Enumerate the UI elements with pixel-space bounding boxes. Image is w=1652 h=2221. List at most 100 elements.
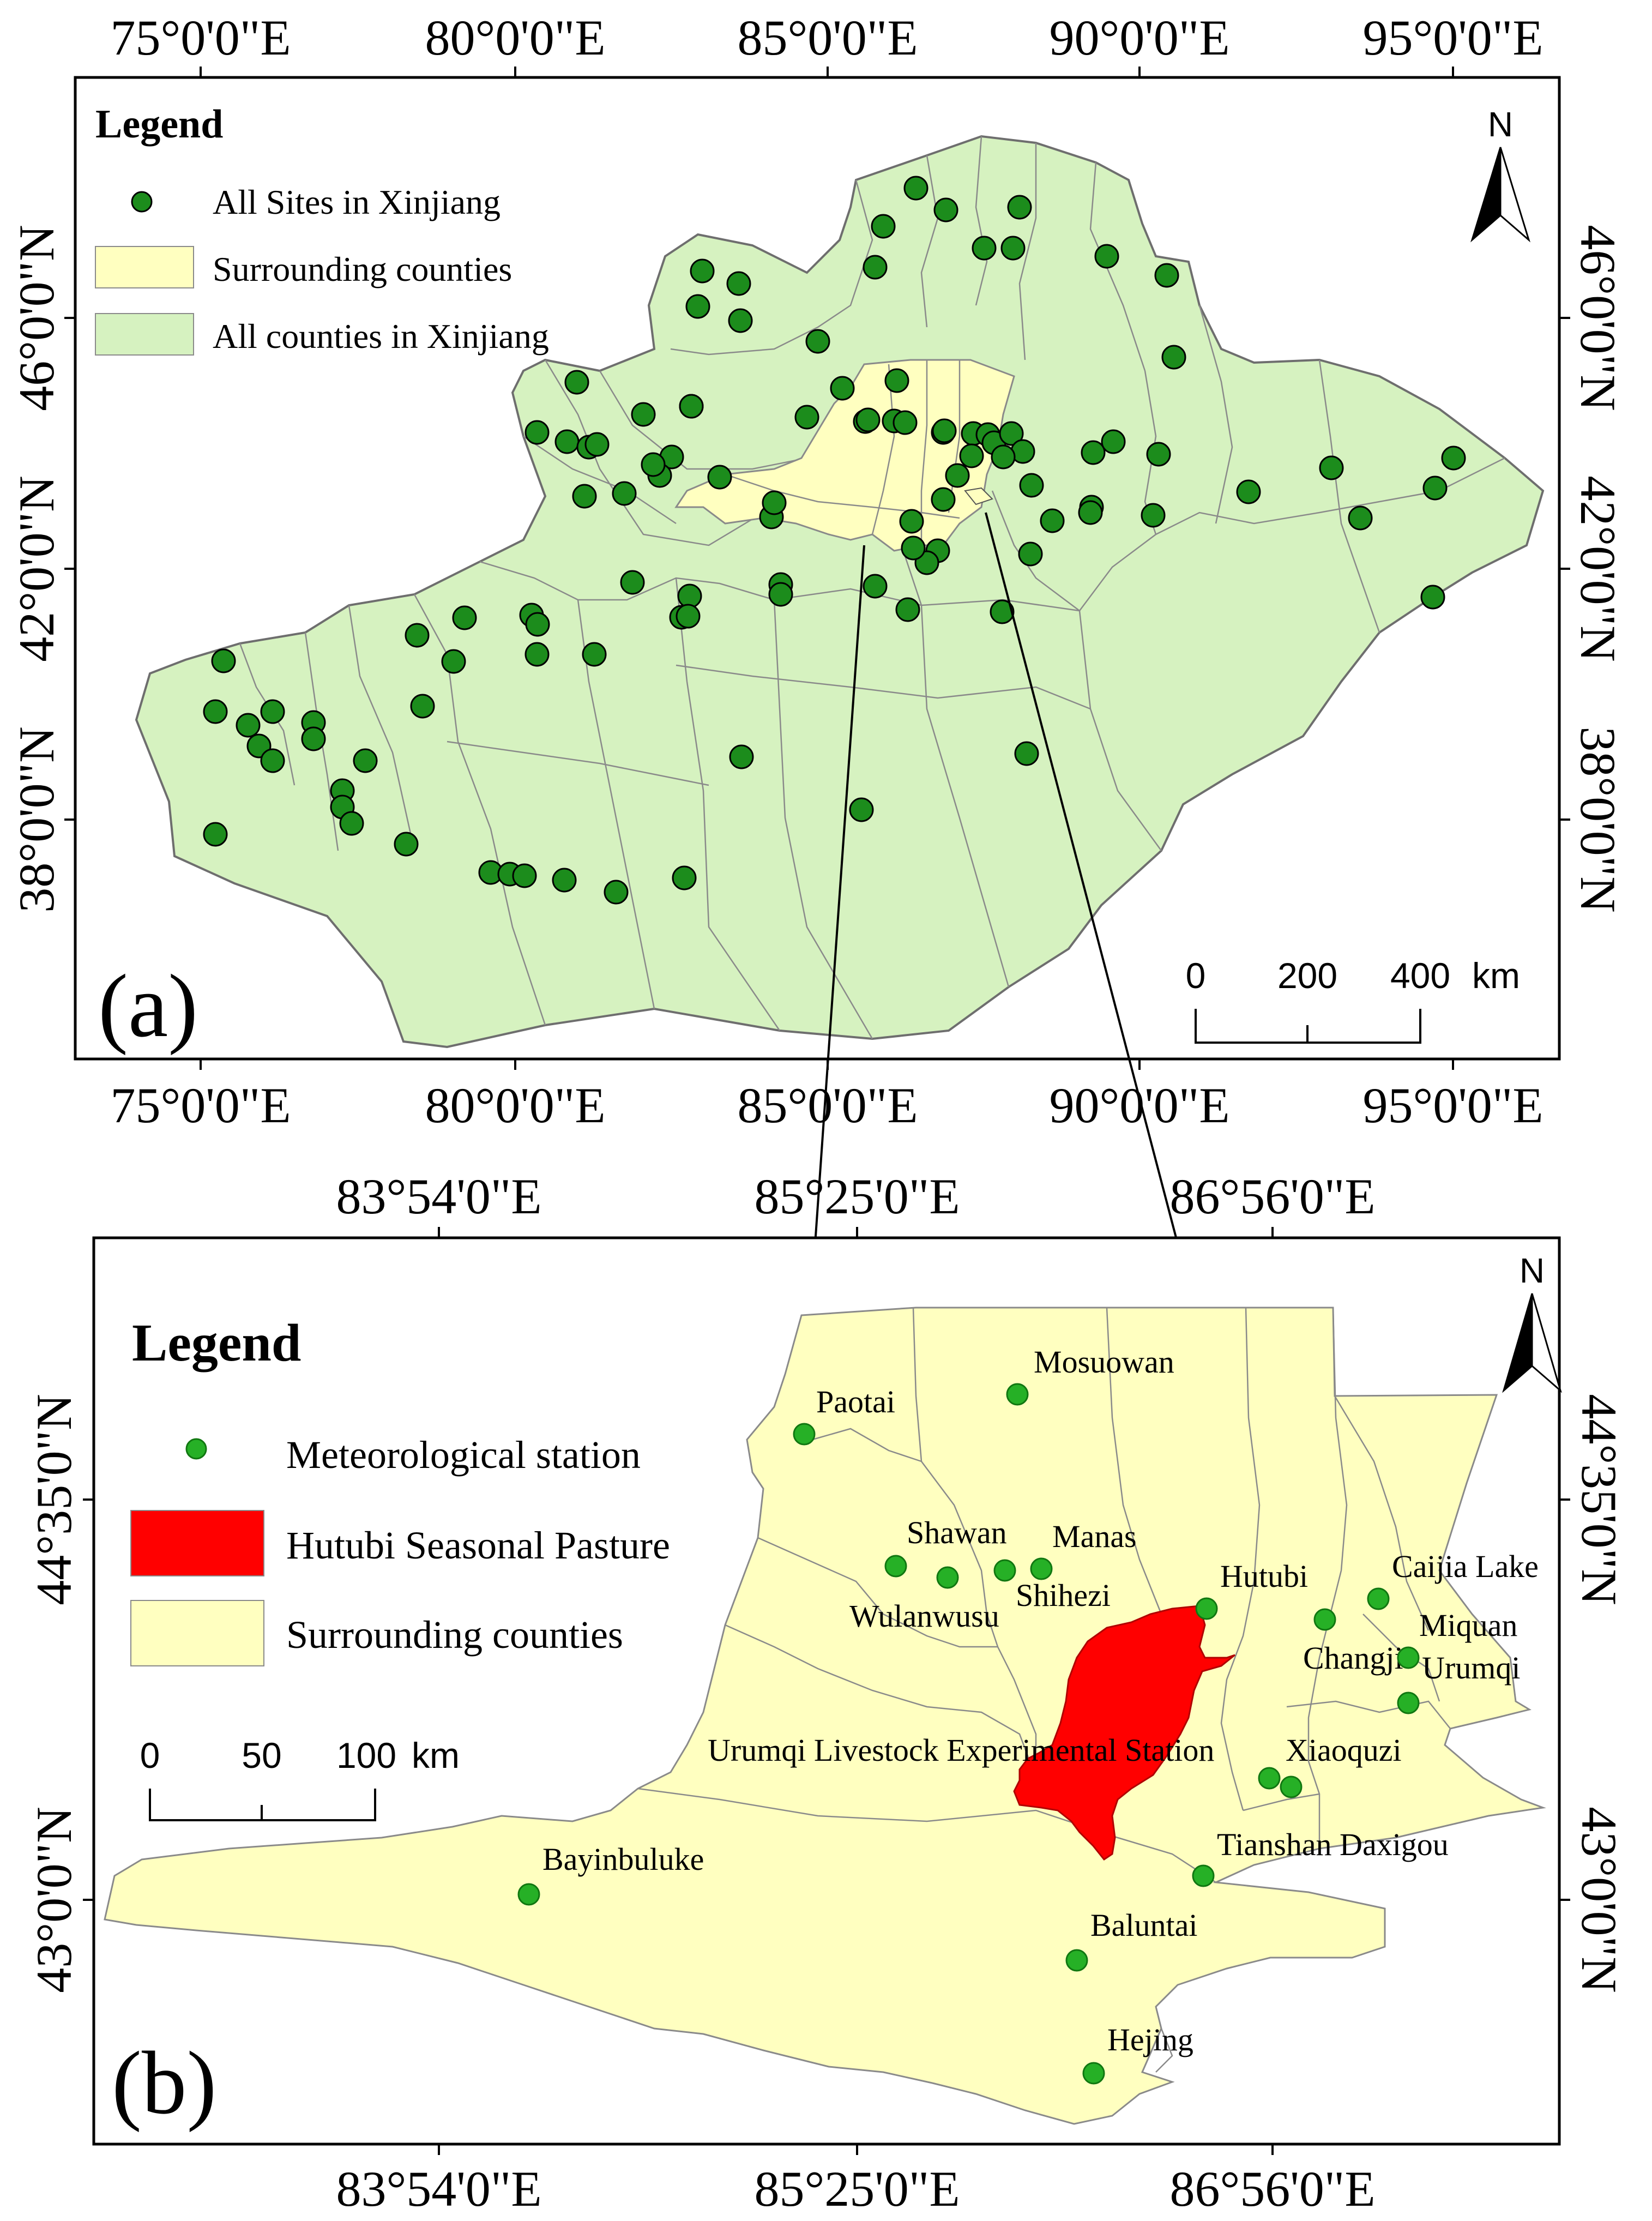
station-label: Bayinbuluke (542, 1841, 704, 1877)
site-point (1441, 446, 1466, 471)
panel-a-scale-label: 200 (1277, 955, 1337, 996)
site-point (554, 429, 580, 454)
panel-b-legend-item: Surrounding counties (286, 1613, 623, 1657)
panel-b-bottom-tick: 83°54'0"E (336, 2161, 541, 2217)
site-point (260, 748, 285, 773)
site-point (972, 236, 997, 261)
panel-b: 83°54'0"E 85°25'0"E 86°56'0"E 83°54'0"E … (26, 1169, 1627, 2217)
panel-a-bottom-tick: 90°0'0"E (1049, 1078, 1229, 1133)
sites-layer (203, 176, 1466, 905)
site-point (884, 368, 909, 393)
panel-b-legend-station-symbol (185, 1438, 207, 1460)
site-point (1420, 585, 1445, 610)
panel-a-bottom-tick: 85°0'0"E (737, 1078, 918, 1133)
panel-a-legend-site-symbol (131, 191, 153, 213)
panel-a-right-tick: 46°0'0"N (1570, 225, 1626, 411)
panel-b-bottom-tick-labels: 83°54'0"E 85°25'0"E 86°56'0"E (336, 2161, 1375, 2217)
site-point (211, 648, 236, 673)
station-point (1367, 1587, 1390, 1610)
north-arrow-icon-half (1499, 147, 1530, 243)
site-point (1078, 500, 1103, 525)
panel-a-top-tick: 90°0'0"E (1049, 10, 1229, 65)
site-point (726, 271, 751, 296)
panel-a-scale-bar: 0 200 400 km (1186, 955, 1520, 1044)
station-point (1030, 1557, 1053, 1580)
panel-a-left-tick: 38°0'0"N (9, 726, 64, 912)
site-point (903, 176, 929, 201)
panel-b-scale-label: 100 (336, 1735, 396, 1775)
panel-b-right-tick: 44°35'0"N (1571, 1394, 1627, 1605)
site-point (899, 509, 924, 534)
panel-a-legend-counties-swatch (95, 313, 194, 356)
site-point (728, 308, 753, 333)
panel-b-county-borders (637, 1307, 1451, 2073)
site-point (805, 329, 830, 354)
site-point (1154, 263, 1179, 288)
site-point (1007, 195, 1032, 220)
station-label: Baluntai (1090, 1907, 1198, 1943)
site-point (1348, 505, 1373, 531)
panel-a: 75°0'0"E 80°0'0"E 85°0'0"E 90°0'0"E 95°0… (9, 10, 1626, 1133)
panel-b-legend-item: Hutubi Seasonal Pasture (286, 1524, 670, 1567)
panel-b-scale-unit: km (412, 1735, 460, 1775)
station-point (1082, 2062, 1105, 2085)
site-point (1146, 442, 1171, 467)
station-point (936, 1566, 959, 1589)
panel-b-legend-title: Legend (132, 1314, 301, 1373)
panel-a-bottom-tick: 80°0'0"E (425, 1078, 605, 1133)
station-point (1065, 1949, 1088, 1972)
site-point (999, 421, 1024, 446)
panel-b-legend-pasture-swatch (130, 1510, 264, 1576)
site-point (932, 418, 957, 443)
site-point (582, 642, 607, 667)
panel-b-legend-surrounding-swatch (130, 1600, 264, 1666)
site-point (1094, 244, 1119, 269)
station-point (1313, 1608, 1336, 1631)
site-point (203, 822, 228, 847)
site-point (1018, 541, 1043, 567)
site-point (524, 642, 550, 667)
site-point (933, 197, 958, 222)
site-point (863, 255, 888, 280)
panel-b-scale-label: 0 (140, 1735, 160, 1775)
site-point (1014, 741, 1039, 766)
panel-b-top-tick-labels: 83°54'0"E 85°25'0"E 86°56'0"E (336, 1169, 1375, 1224)
site-point (959, 443, 984, 468)
station-point (1195, 1597, 1218, 1620)
site-point (931, 487, 956, 512)
panel-b-left-tick: 43°0'0"N (26, 1807, 82, 1993)
site-point (679, 394, 704, 419)
panel-a-top-tick-labels: 75°0'0"E 80°0'0"E 85°0'0"E 90°0'0"E 95°0… (110, 10, 1543, 65)
panel-b-label: (b) (112, 2033, 216, 2133)
station-label: Tianshan Daxigou (1217, 1827, 1449, 1862)
site-point (1422, 476, 1448, 501)
panel-a-bottom-tick: 95°0'0"E (1362, 1078, 1543, 1133)
site-point (855, 407, 881, 432)
site-point (353, 748, 378, 773)
panel-a-scale-line (1195, 1009, 1421, 1044)
site-point (849, 797, 874, 822)
panel-b-scale-label: 50 (242, 1735, 281, 1775)
panel-b-right-tick: 43°0'0"N (1571, 1807, 1627, 1993)
station-label: Paotai (816, 1384, 895, 1419)
panel-a-label: (a) (98, 956, 198, 1056)
site-point (1236, 479, 1261, 504)
panel-a-scale-unit: km (1472, 955, 1520, 996)
panel-a-right-tick: 38°0'0"N (1570, 726, 1626, 912)
station-label: Shawan (907, 1515, 1007, 1550)
hutubi-seasonal-pasture (1013, 1605, 1235, 1861)
site-point (672, 865, 697, 890)
site-point (641, 452, 666, 477)
site-point (893, 410, 918, 435)
panel-a-bottom-tick-labels: 75°0'0"E 80°0'0"E 85°0'0"E 90°0'0"E 95°0… (110, 1078, 1543, 1133)
site-point (203, 699, 228, 724)
panel-b-scale-bar: 0 50 100 km (140, 1735, 460, 1821)
station-point (1280, 1775, 1303, 1798)
station-label: Hutubi (1220, 1558, 1308, 1594)
panel-a-legend-item: All counties in Xinjiang (213, 317, 549, 356)
station-point (517, 1883, 540, 1906)
site-point (612, 481, 637, 506)
site-point (236, 713, 261, 738)
panel-a-right-tick-labels: 46°0'0"N 42°0'0"N 38°0'0"N (1570, 225, 1626, 912)
panel-a-right-tick: 42°0'0"N (1570, 476, 1626, 661)
